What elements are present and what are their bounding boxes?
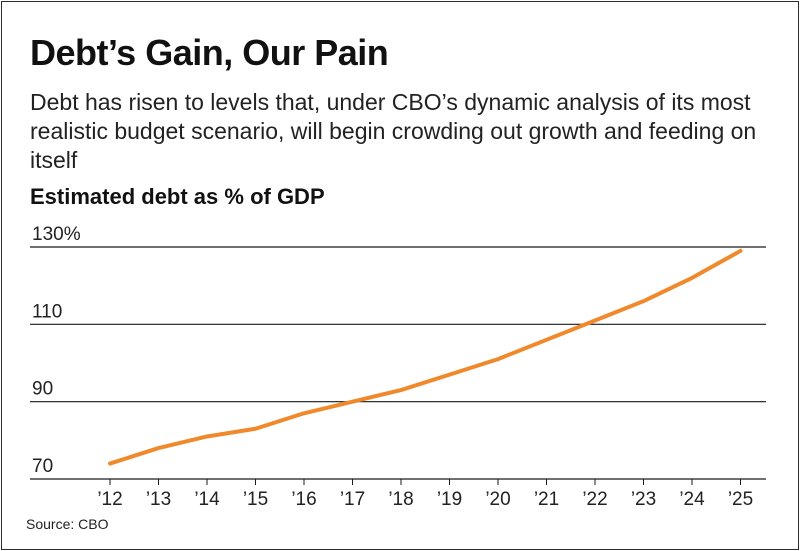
y-tick-label: 90 [32, 379, 53, 400]
chart-title: Debt’s Gain, Our Pain [30, 32, 389, 73]
x-tick-label: ’23 [631, 489, 656, 510]
x-tick-label: ’25 [728, 489, 753, 510]
x-tick-label: ’19 [437, 489, 462, 510]
x-tick-label: ’24 [679, 489, 705, 510]
x-tick-label: ’21 [534, 489, 559, 510]
series-line-0 [108, 248, 743, 466]
y-axis-label: Estimated debt as % of GDP [30, 184, 325, 209]
x-tick-label: ’22 [582, 489, 607, 510]
x-tick-label: ’12 [97, 489, 122, 510]
x-tick-label: ’15 [243, 489, 268, 510]
x-tick-label: ’17 [340, 489, 365, 510]
y-tick-label: 70 [32, 456, 53, 477]
x-tick-label: ’13 [146, 489, 171, 510]
y-tick-label: 110 [32, 301, 62, 322]
x-tick-label: ’16 [291, 489, 316, 510]
x-tick-label: ’20 [485, 489, 510, 510]
source-note: Source: CBO [26, 516, 109, 532]
y-tick-label: 130% [32, 224, 81, 245]
x-tick-label: ’14 [194, 489, 220, 510]
x-tick-label: ’18 [388, 489, 413, 510]
chart-subtitle: Debt has risen to levels that, under CBO… [30, 89, 757, 173]
